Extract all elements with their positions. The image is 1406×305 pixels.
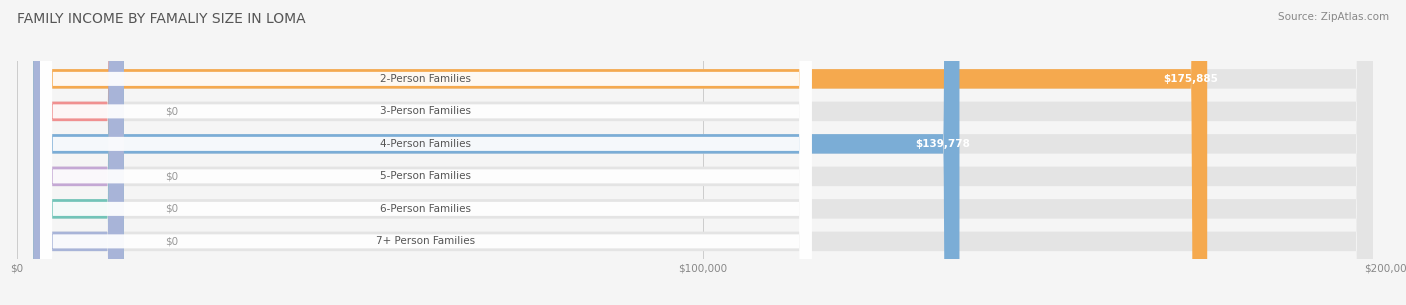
FancyBboxPatch shape <box>34 0 124 305</box>
FancyBboxPatch shape <box>34 0 1372 305</box>
FancyBboxPatch shape <box>34 0 1372 305</box>
FancyBboxPatch shape <box>34 0 124 305</box>
Text: 3-Person Families: 3-Person Families <box>380 106 471 117</box>
FancyBboxPatch shape <box>41 0 811 305</box>
FancyBboxPatch shape <box>41 0 811 305</box>
Text: 4-Person Families: 4-Person Families <box>380 139 471 149</box>
Text: Source: ZipAtlas.com: Source: ZipAtlas.com <box>1278 12 1389 22</box>
Text: $0: $0 <box>165 236 179 246</box>
Text: 7+ Person Families: 7+ Person Families <box>377 236 475 246</box>
FancyBboxPatch shape <box>34 0 1208 305</box>
FancyBboxPatch shape <box>41 0 811 305</box>
FancyBboxPatch shape <box>34 0 124 305</box>
Text: $0: $0 <box>165 171 179 181</box>
FancyBboxPatch shape <box>34 0 1372 305</box>
Text: $175,885: $175,885 <box>1163 74 1218 84</box>
Text: FAMILY INCOME BY FAMALIY SIZE IN LOMA: FAMILY INCOME BY FAMALIY SIZE IN LOMA <box>17 12 305 26</box>
FancyBboxPatch shape <box>34 0 959 305</box>
FancyBboxPatch shape <box>34 0 1372 305</box>
Text: 2-Person Families: 2-Person Families <box>380 74 471 84</box>
Text: 5-Person Families: 5-Person Families <box>380 171 471 181</box>
Text: $0: $0 <box>165 106 179 117</box>
FancyBboxPatch shape <box>34 0 1372 305</box>
Text: $139,778: $139,778 <box>915 139 970 149</box>
FancyBboxPatch shape <box>34 0 1372 305</box>
Text: 6-Person Families: 6-Person Families <box>380 204 471 214</box>
FancyBboxPatch shape <box>41 0 811 305</box>
FancyBboxPatch shape <box>41 0 811 305</box>
Text: $0: $0 <box>165 204 179 214</box>
FancyBboxPatch shape <box>34 0 124 305</box>
FancyBboxPatch shape <box>41 0 811 305</box>
